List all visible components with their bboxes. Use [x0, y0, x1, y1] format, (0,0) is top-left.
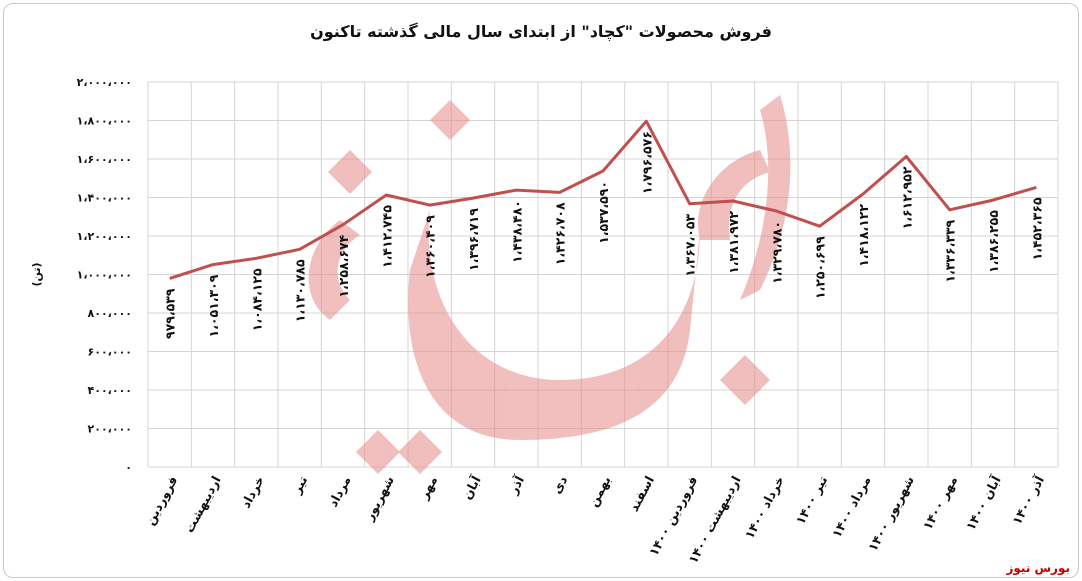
y-tick-label: ۸۰۰،۰۰۰	[88, 307, 132, 320]
data-label: ۱،۴۱۸،۱۲۲	[856, 204, 871, 267]
source-label: بورس نیوز	[1006, 561, 1070, 575]
x-category-label: بهمن	[585, 473, 614, 509]
chart-title: فروش محصولات "کچاد" از ابتدای سال مالی گ…	[310, 22, 772, 41]
y-tick-label: ۱،۲۰۰،۰۰۰	[77, 230, 132, 243]
y-tick-label: ۱،۰۰۰،۰۰۰	[77, 269, 132, 282]
data-label: ۱،۴۲۶،۷۰۸	[553, 202, 568, 265]
x-category-label: دی	[549, 473, 571, 496]
x-category-label: مرداد ۱۴۰۰	[829, 473, 874, 540]
watermark-shape	[308, 220, 360, 320]
data-label: ۱،۳۸۶،۲۵۵	[986, 210, 1001, 273]
data-labels: ۹۷۹،۵۳۹ ۱،۰۵۱،۳۰۹ ۱،۰۸۴،۱۲۵ ۱،۱۳۰،۷۸۵ ۱،۲۵۸،…	[163, 131, 1045, 339]
data-label: ۱،۴۳۸،۴۸۰	[509, 200, 524, 263]
y-tick-label: ۰	[125, 461, 132, 474]
x-category-label: آبان ۱۴۰۰	[963, 473, 1004, 533]
x-category-label: شهریور	[361, 473, 397, 523]
watermark-dot	[720, 355, 770, 405]
x-category-label: شهریور ۱۴۰۰	[865, 473, 917, 553]
x-category-label: مهر ۱۴۰۰	[920, 473, 961, 532]
y-tick-label: ۶۰۰،۰۰۰	[88, 346, 132, 359]
x-category-label: آذر	[505, 473, 527, 497]
x-category-label: خرداد	[238, 473, 267, 510]
data-label: ۱،۰۸۴،۱۲۵	[249, 268, 264, 331]
x-category-label: خرداد ۱۴۰۰	[741, 473, 787, 541]
data-label: ۱،۳۶۰،۴۰۹	[423, 215, 438, 278]
x-category-label: اردیبهشت	[181, 473, 223, 535]
chart-frame	[3, 3, 1079, 578]
data-label: ۱،۳۸۱،۹۷۲	[726, 211, 741, 274]
data-label: ۱،۳۲۹،۷۸۰	[769, 221, 784, 284]
series-line	[169, 119, 1037, 280]
x-category-label: آبان	[459, 473, 484, 502]
watermark-logo	[308, 95, 791, 474]
y-tick-label: ۲،۰۰۰،۰۰۰	[77, 76, 132, 89]
y-axis-ticks: ۰ ۲۰۰،۰۰۰ ۴۰۰،۰۰۰ ۶۰۰،۰۰۰ ۸۰۰،۰۰۰ ۱،۰۰۰،۰۰۰ ۱،…	[77, 76, 132, 474]
data-label: ۱،۲۵۸،۶۷۴	[336, 234, 351, 297]
x-category-label: آذر ۱۴۰۰	[1009, 473, 1047, 527]
watermark-dot	[328, 150, 372, 194]
x-category-label: مهر	[415, 473, 440, 502]
x-category-label: تیر	[288, 473, 310, 496]
data-label: ۱،۶۱۲،۹۵۲	[899, 166, 914, 229]
data-label: ۱،۳۳۶،۳۳۹	[943, 219, 958, 282]
watermark-dot	[430, 100, 470, 140]
watermark-shape	[740, 95, 791, 300]
gridlines	[147, 81, 1059, 468]
x-category-label: اسفند	[626, 473, 657, 514]
watermark-dot	[356, 430, 400, 474]
data-label: ۱،۳۶۷،۰۵۳	[683, 213, 698, 276]
y-tick-label: ۱،۶۰۰،۰۰۰	[77, 153, 132, 166]
y-tick-label: ۱،۴۰۰،۰۰۰	[77, 192, 132, 205]
data-label: ۱،۳۹۶،۷۱۹	[466, 208, 481, 271]
data-label: ۱،۷۹۶،۵۷۶	[639, 131, 654, 194]
watermark-shape	[698, 150, 770, 240]
y-tick-label: ۲۰۰،۰۰۰	[88, 423, 132, 436]
watermark-dot	[398, 430, 442, 474]
watermark-shape	[408, 210, 700, 440]
data-label: ۱،۵۳۷،۵۹۰	[596, 181, 611, 244]
data-label: ۹۷۹،۵۳۹	[163, 288, 178, 339]
y-tick-label: ۱،۸۰۰،۰۰۰	[77, 115, 132, 128]
x-category-label: فروردین	[142, 473, 180, 527]
y-axis-label: (تن)	[30, 262, 43, 286]
x-axis-categories: فروردین اردیبهشت خرداد تیر مرداد شهریور مهر آبا…	[142, 473, 1047, 566]
data-label: ۱،۲۵۰،۶۹۹	[813, 236, 828, 299]
data-label: ۱،۴۱۲،۷۴۵	[379, 205, 394, 268]
y-tick-label: ۴۰۰،۰۰۰	[88, 384, 132, 397]
x-category-label: مرداد	[325, 473, 354, 509]
data-label: ۱،۰۵۱،۳۰۹	[206, 274, 221, 337]
data-label: ۱،۴۵۲،۳۶۵	[1029, 197, 1044, 260]
x-category-label: تیر ۱۴۰۰	[792, 473, 830, 526]
data-label: ۱،۱۳۰،۷۸۵	[293, 259, 308, 322]
